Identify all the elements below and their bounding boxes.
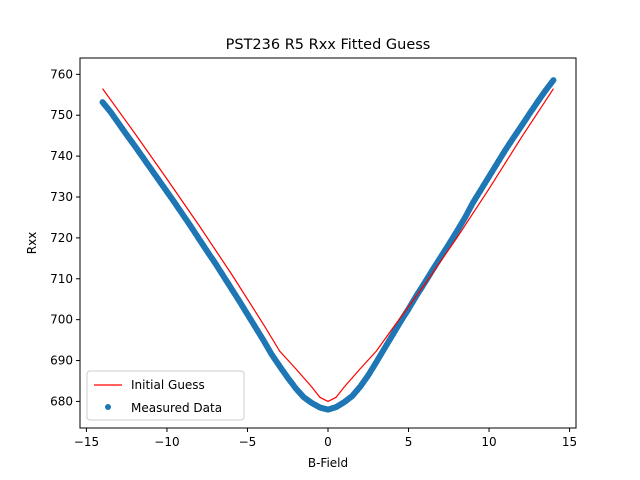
y-tick-label: 740	[50, 149, 73, 163]
y-tick-label: 680	[50, 394, 73, 408]
legend-label-initial-guess: Initial Guess	[131, 378, 205, 392]
y-tick-label: 760	[50, 67, 73, 81]
x-axis-label: B-Field	[308, 456, 348, 470]
plot-area	[99, 77, 557, 413]
legend-frame	[86, 370, 245, 421]
x-tick-label: 15	[562, 435, 577, 449]
x-tick-label: −10	[154, 435, 179, 449]
measured-data-point	[550, 77, 557, 84]
y-tick-label: 690	[50, 354, 73, 368]
y-tick-label: 750	[50, 108, 73, 122]
y-tick-label: 720	[50, 231, 73, 245]
legend: Initial Guess Measured Data	[86, 370, 245, 421]
legend-label-measured-data: Measured Data	[131, 401, 222, 415]
x-tick-label: −5	[239, 435, 257, 449]
y-axis-label: Rxx	[25, 232, 39, 255]
legend-marker-swatch	[105, 404, 111, 410]
x-axis: −15 −10 −5 0 5 10 15	[74, 428, 577, 449]
chart-title: PST236 R5 Rxx Fitted Guess	[226, 37, 431, 53]
y-tick-label: 730	[50, 190, 73, 204]
x-tick-label: −15	[74, 435, 99, 449]
y-tick-label: 710	[50, 272, 73, 286]
initial-guess-line	[102, 88, 554, 403]
y-axis: 680 690 700 710 720 730 740 750 760	[50, 67, 80, 408]
x-tick-label: 0	[324, 435, 332, 449]
y-tick-label: 700	[50, 313, 73, 327]
x-tick-label: 5	[405, 435, 413, 449]
x-tick-label: 10	[481, 435, 496, 449]
